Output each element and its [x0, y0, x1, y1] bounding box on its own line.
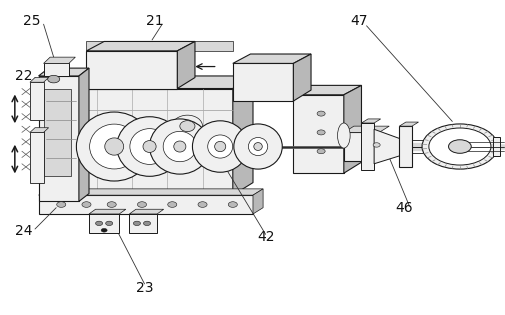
Polygon shape	[232, 76, 252, 195]
Polygon shape	[252, 189, 263, 214]
Polygon shape	[232, 54, 311, 63]
Polygon shape	[89, 209, 126, 214]
Polygon shape	[492, 137, 499, 156]
Polygon shape	[361, 123, 373, 170]
Polygon shape	[38, 76, 79, 201]
Polygon shape	[293, 54, 311, 101]
Text: 21: 21	[145, 14, 163, 28]
Text: 47: 47	[349, 14, 367, 28]
Circle shape	[107, 202, 116, 207]
Circle shape	[143, 221, 150, 226]
Ellipse shape	[214, 141, 225, 152]
Ellipse shape	[428, 128, 490, 165]
Polygon shape	[59, 89, 232, 195]
Circle shape	[317, 130, 325, 135]
Polygon shape	[343, 132, 378, 161]
Ellipse shape	[447, 140, 470, 153]
Polygon shape	[38, 68, 89, 76]
Circle shape	[317, 149, 325, 154]
Polygon shape	[129, 209, 163, 214]
Circle shape	[133, 221, 140, 226]
Text: 42: 42	[257, 231, 274, 244]
Polygon shape	[38, 189, 263, 195]
Circle shape	[82, 202, 91, 207]
Polygon shape	[343, 85, 361, 173]
Text: 22: 22	[15, 69, 32, 83]
Ellipse shape	[233, 124, 282, 169]
Circle shape	[95, 221, 103, 226]
Polygon shape	[43, 63, 69, 76]
Polygon shape	[86, 42, 194, 51]
Polygon shape	[30, 82, 43, 120]
Polygon shape	[89, 214, 119, 233]
Circle shape	[372, 143, 379, 147]
Ellipse shape	[105, 138, 123, 155]
Polygon shape	[86, 42, 232, 51]
Polygon shape	[79, 68, 89, 201]
Polygon shape	[343, 126, 388, 132]
Ellipse shape	[207, 135, 232, 158]
Ellipse shape	[89, 124, 138, 169]
Polygon shape	[59, 76, 253, 89]
Ellipse shape	[149, 119, 210, 174]
Polygon shape	[177, 42, 194, 89]
Ellipse shape	[76, 112, 152, 181]
Ellipse shape	[117, 117, 182, 176]
Polygon shape	[43, 57, 75, 63]
Ellipse shape	[172, 115, 202, 137]
Polygon shape	[232, 63, 293, 101]
Circle shape	[197, 202, 207, 207]
Circle shape	[317, 111, 325, 116]
Ellipse shape	[163, 131, 196, 162]
Circle shape	[57, 202, 66, 207]
Ellipse shape	[130, 129, 169, 164]
Circle shape	[101, 228, 107, 232]
Ellipse shape	[337, 123, 349, 148]
Polygon shape	[43, 89, 71, 176]
Circle shape	[106, 221, 113, 226]
Polygon shape	[30, 128, 48, 132]
Ellipse shape	[421, 124, 497, 169]
Ellipse shape	[143, 140, 156, 152]
Circle shape	[167, 202, 176, 207]
Polygon shape	[38, 195, 252, 214]
Circle shape	[137, 202, 146, 207]
Text: 23: 23	[135, 281, 153, 295]
Polygon shape	[361, 119, 380, 123]
Text: 25: 25	[23, 14, 40, 28]
Circle shape	[228, 202, 237, 207]
Polygon shape	[373, 129, 403, 164]
Polygon shape	[398, 122, 418, 126]
Text: 24: 24	[15, 224, 32, 238]
Polygon shape	[398, 126, 411, 167]
Polygon shape	[30, 132, 43, 183]
Text: 46: 46	[395, 201, 413, 215]
Circle shape	[47, 75, 60, 83]
Polygon shape	[293, 85, 361, 95]
Ellipse shape	[192, 121, 247, 172]
Polygon shape	[30, 77, 48, 82]
Ellipse shape	[254, 143, 262, 151]
Ellipse shape	[248, 137, 267, 156]
Polygon shape	[86, 51, 177, 89]
Polygon shape	[129, 214, 157, 233]
Polygon shape	[293, 95, 343, 173]
Ellipse shape	[179, 121, 194, 132]
Ellipse shape	[173, 141, 185, 152]
